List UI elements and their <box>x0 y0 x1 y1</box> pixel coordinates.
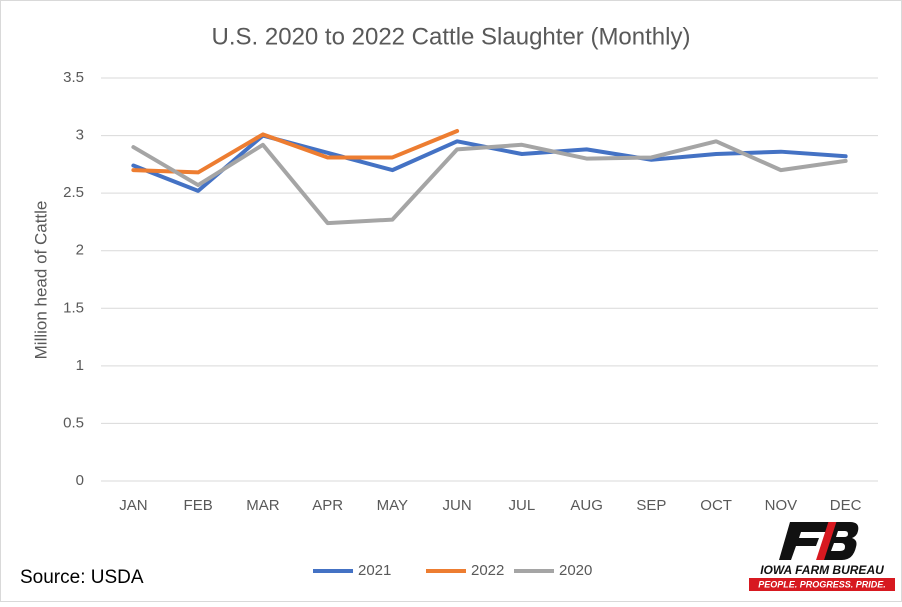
x-tick-label: NOV <box>765 497 798 514</box>
legend-item: 2021 <box>313 562 391 579</box>
x-tick-label: APR <box>312 497 343 514</box>
legend-label: 2022 <box>471 562 504 579</box>
x-tick-label: AUG <box>570 497 603 514</box>
legend-label: 2020 <box>559 562 592 579</box>
x-tick-label: JUL <box>509 497 536 514</box>
x-tick-label: FEB <box>184 497 213 514</box>
x-tick-label: DEC <box>830 497 862 514</box>
line-series <box>131 139 848 226</box>
y-tick-label: 2.5 <box>63 184 84 201</box>
legend-item: 2020 <box>514 562 592 579</box>
logo-tagline-bg <box>749 578 895 591</box>
logo-bar <box>816 522 837 560</box>
y-tick-label: 0 <box>76 472 84 489</box>
logo-f <box>779 522 830 560</box>
line-series <box>131 128 460 175</box>
x-tick-label: MAR <box>246 497 280 514</box>
y-tick-label: 0.5 <box>63 414 84 431</box>
logo: IOWA FARM BUREAU PEOPLE. PROGRESS. PRIDE… <box>749 522 895 591</box>
y-tick-label: 3 <box>76 127 84 144</box>
x-tick-label: MAY <box>377 497 408 514</box>
y-tick-label: 1.5 <box>63 299 84 316</box>
x-tick-label: JUN <box>443 497 472 514</box>
source: Source: USDA <box>20 567 144 588</box>
y-tick-label: 1 <box>76 357 84 374</box>
y-tick-label: 2 <box>76 242 84 259</box>
x-tick-label: SEP <box>636 497 666 514</box>
logo-name: IOWA FARM BUREAU <box>760 563 884 577</box>
y-tick-label: 3.5 <box>63 69 84 86</box>
chart-title: U.S. 2020 to 2022 Cattle Slaughter (Mont… <box>212 23 691 50</box>
logo-tagline: PEOPLE. PROGRESS. PRIDE. <box>758 579 886 589</box>
logo-b <box>818 522 859 560</box>
y-axis-label: Million head of Cattle <box>31 201 50 360</box>
legend-label: 2021 <box>358 562 391 579</box>
x-tick-label: OCT <box>700 497 732 514</box>
x-tick-label: JAN <box>119 497 147 514</box>
legend-item: 2022 <box>426 562 504 579</box>
